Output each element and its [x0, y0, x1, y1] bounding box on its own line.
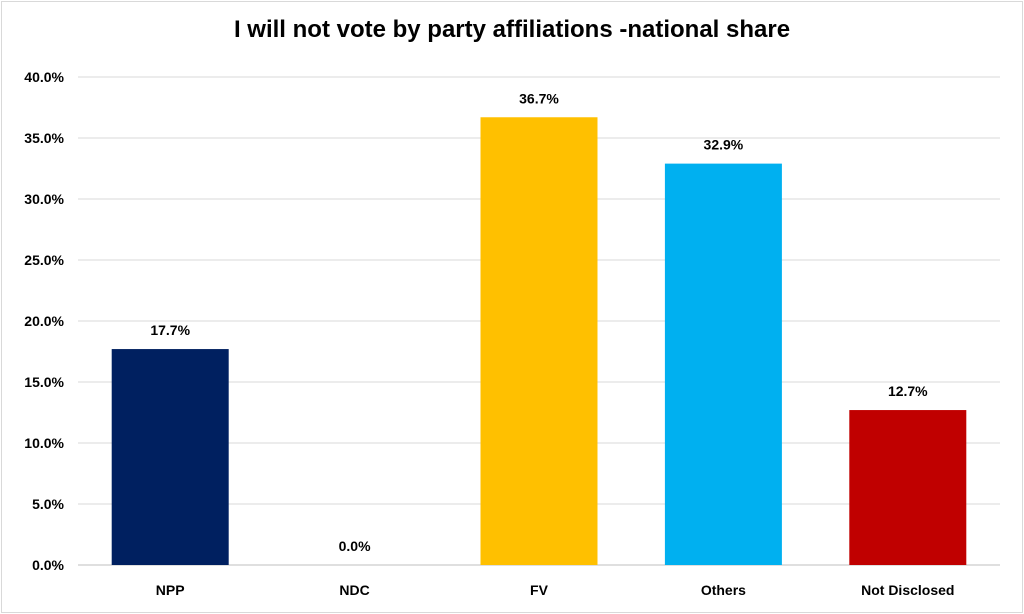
- y-tick-label: 15.0%: [24, 374, 64, 390]
- y-tick-label: 0.0%: [32, 557, 64, 573]
- y-tick-label: 10.0%: [24, 435, 64, 451]
- data-label: 36.7%: [519, 90, 559, 106]
- y-tick-label: 20.0%: [24, 313, 64, 329]
- data-label: 12.7%: [888, 383, 928, 399]
- chart-title: I will not vote by party affiliations -n…: [233, 16, 791, 43]
- bar: [664, 163, 782, 565]
- bar: [849, 410, 967, 565]
- data-labels: 17.7% 0.0% 36.7% 32.9% 12.7%: [150, 90, 928, 554]
- y-tick-label: 5.0%: [32, 496, 64, 512]
- y-tick-label: 35.0%: [24, 130, 64, 146]
- x-tick-label: NDC: [339, 582, 369, 598]
- x-axis-ticks: NPP NDC FV Others Not Disclosed: [156, 582, 955, 598]
- x-tick-label: Not Disclosed: [861, 582, 954, 598]
- y-tick-label: 40.0%: [24, 69, 64, 85]
- y-tick-label: 25.0%: [24, 252, 64, 268]
- bar: [111, 349, 229, 565]
- x-tick-label: Others: [701, 582, 746, 598]
- bar: [480, 117, 598, 565]
- data-label: 17.7%: [150, 322, 190, 338]
- x-tick-label: NPP: [156, 582, 185, 598]
- y-axis-ticks: 0.0% 5.0% 10.0% 15.0% 20.0% 25.0% 30.0% 35.0% 40…: [24, 69, 64, 573]
- data-label: 0.0%: [339, 538, 371, 554]
- y-tick-label: 30.0%: [24, 191, 64, 207]
- x-tick-label: FV: [530, 582, 549, 598]
- bars: [111, 117, 967, 565]
- data-label: 32.9%: [704, 137, 744, 153]
